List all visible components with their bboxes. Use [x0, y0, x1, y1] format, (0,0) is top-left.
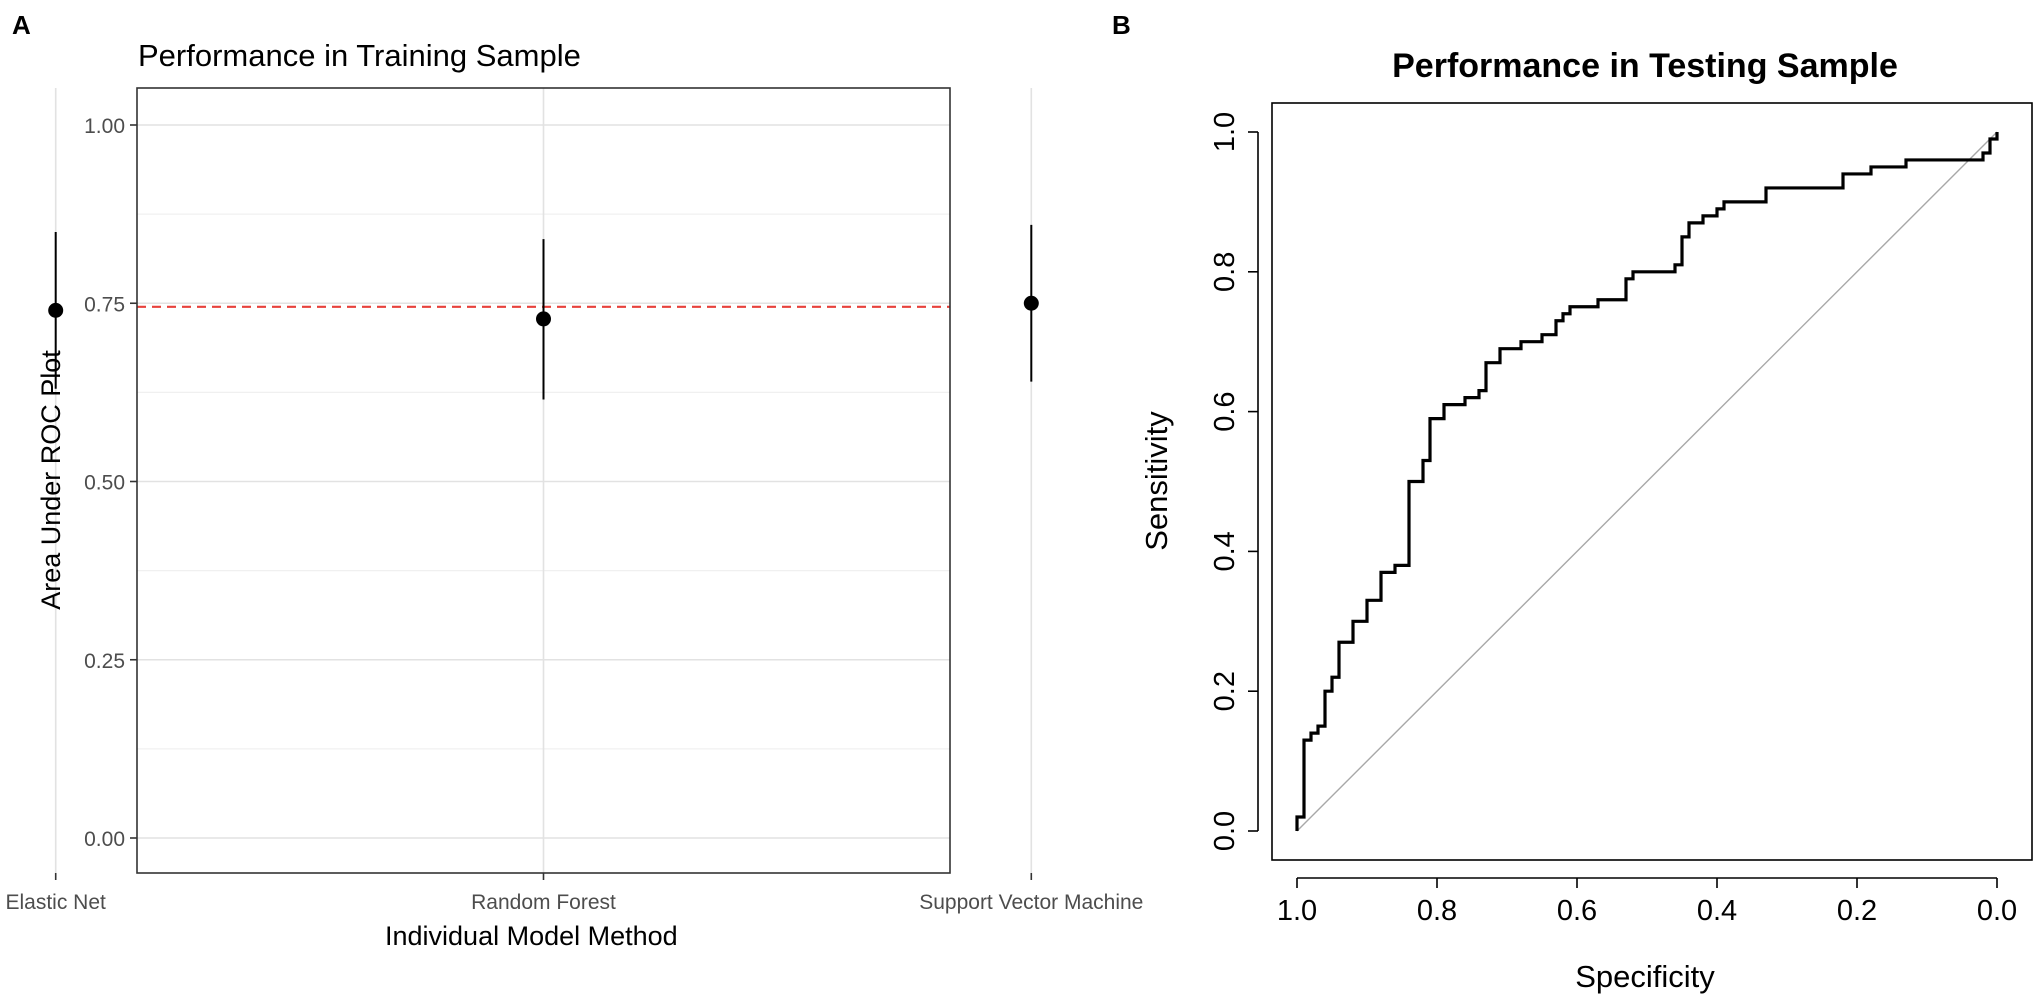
- panel-a-x-tick-label: Elastic Net: [6, 891, 107, 914]
- panel-a-y-tick-label: 0.00: [84, 828, 125, 851]
- panel-a-point: [48, 302, 64, 318]
- panel-a-y-axis: 0.00 0.25 0.50 0.75 1.00: [84, 115, 137, 851]
- panel-b-chart: B Performance in Testing Sample 1.0 0.8 0.…: [1112, 10, 2033, 994]
- panel-a-point: [536, 311, 551, 327]
- panel-b-roc-curve: [1295, 132, 1999, 831]
- panel-b-x-tick-label: 0.4: [1697, 895, 1737, 927]
- panel-a-y-tick-label: 0.75: [84, 293, 125, 316]
- panel-a-label: A: [12, 10, 31, 40]
- panel-b-y-tick-label: 1.0: [1209, 112, 1241, 152]
- panel-a-x-axis: Elastic Net Random Forest Support Vector M…: [6, 873, 1143, 914]
- panel-b-title: Performance in Testing Sample: [1392, 47, 1898, 85]
- panel-a-x-tick-label: Random Forest: [471, 891, 616, 914]
- panel-a-y-tick-label: 0.50: [84, 472, 125, 495]
- panel-b-x-tick-label: 0.2: [1837, 895, 1877, 927]
- panel-b-x-tick-label: 0.0: [1977, 895, 2017, 927]
- panel-b-y-tick-label: 0.8: [1209, 252, 1241, 292]
- panel-b-x-tick-label: 0.8: [1417, 895, 1457, 927]
- panel-b-x-axis: 1.0 0.8 0.6 0.4 0.2 0.0: [1277, 877, 2017, 927]
- panel-b-y-tick-label: 0.0: [1209, 811, 1241, 851]
- panel-a-y-axis-label: Area Under ROC Plot: [36, 350, 66, 610]
- panel-b-chance-diagonal: [1296, 131, 1998, 832]
- panel-b-x-tick-label: 1.0: [1277, 895, 1317, 927]
- panel-a-chart: A Performance in Training Sample 0.00 0.2…: [6, 10, 1144, 951]
- panel-b-y-axis: 0.0 0.2 0.4 0.6 0.8 1.0: [1209, 112, 1259, 851]
- panel-a-y-tick-label: 1.00: [84, 115, 125, 138]
- panel-b-y-tick-label: 0.4: [1209, 531, 1241, 571]
- panel-a-y-tick-label: 0.25: [84, 650, 125, 673]
- panel-a-title: Performance in Training Sample: [138, 38, 581, 73]
- panel-b-label: B: [1112, 10, 1131, 40]
- panel-b-x-tick-label: 0.6: [1557, 895, 1597, 927]
- panel-a-points: [48, 295, 1039, 327]
- panel-b-y-tick-label: 0.2: [1209, 671, 1241, 711]
- panel-b-y-axis-label: Sensitivity: [1139, 411, 1174, 551]
- panel-b-x-axis-label: Specificity: [1575, 959, 1715, 994]
- panel-a-x-tick-label: Support Vector Machine: [919, 891, 1143, 914]
- panel-a-x-axis-label: Individual Model Method: [385, 921, 678, 951]
- panel-a-point: [1023, 295, 1039, 311]
- panel-b-plot-border: [1271, 102, 2033, 861]
- panel-b-y-tick-label: 0.6: [1209, 391, 1241, 431]
